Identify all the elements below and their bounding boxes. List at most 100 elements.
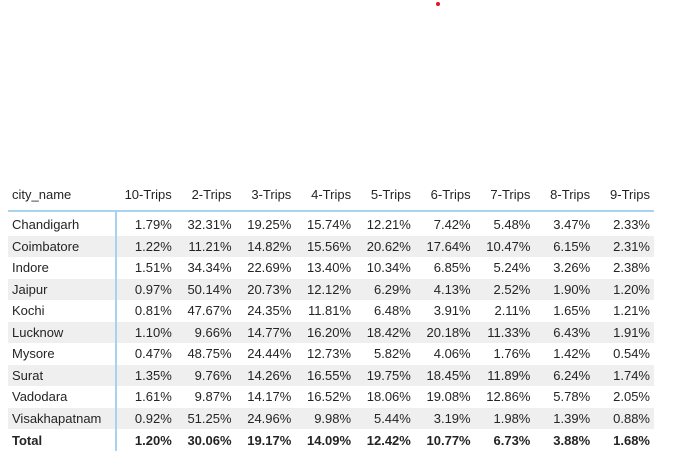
table-cell[interactable]: 24.96% — [235, 407, 296, 429]
table-cell[interactable]: 11.89% — [474, 364, 535, 386]
row-header-city[interactable]: Chandigarh — [8, 214, 118, 236]
table-cell[interactable]: 11.33% — [474, 321, 535, 343]
table-cell[interactable]: 2.33% — [613, 217, 650, 233]
table-cell[interactable]: 50.14% — [175, 278, 236, 300]
table-cell[interactable]: 51.25% — [175, 407, 236, 429]
row-header-city[interactable]: Visakhapatnam — [8, 407, 118, 429]
table-cell[interactable]: 6.85% — [433, 260, 471, 276]
table-cell[interactable]: 5.24% — [493, 260, 531, 276]
total-cell[interactable]: 1.68% — [613, 432, 650, 448]
table-cell[interactable]: 5.48% — [493, 217, 531, 233]
table-cell[interactable]: 5.82% — [373, 346, 411, 362]
column-header-6-trips[interactable]: 6-Trips — [414, 178, 475, 212]
row-header-city[interactable]: Kochi — [8, 300, 118, 322]
table-cell[interactable]: 20.62% — [355, 235, 415, 257]
row-header-city[interactable]: Coimbatore — [8, 235, 118, 257]
total-cell[interactable]: 12.42% — [366, 432, 411, 448]
table-cell[interactable]: 4.06% — [433, 346, 471, 362]
table-cell[interactable]: 2.05% — [613, 389, 650, 405]
table-cell[interactable]: 12.12% — [295, 278, 356, 300]
table-row[interactable]: Surat 1.35% 9.76% 14.26% 16.55% 19.75% 18.45% 1… — [8, 364, 654, 386]
table-cell[interactable]: 1.74% — [594, 364, 654, 386]
total-cell[interactable]: 19.17% — [247, 432, 292, 448]
table-cell[interactable]: 0.47% — [134, 346, 172, 362]
table-cell[interactable]: 18.06% — [366, 389, 411, 405]
table-cell[interactable]: 3.26% — [553, 260, 591, 276]
row-header-city[interactable]: Indore — [8, 257, 118, 279]
table-cell[interactable]: 20.18% — [414, 321, 475, 343]
table-cell[interactable]: 17.64% — [414, 235, 475, 257]
total-cell[interactable]: 10.77% — [426, 432, 471, 448]
table-cell[interactable]: 6.24% — [534, 364, 595, 386]
table-cell[interactable]: 10.47% — [474, 235, 535, 257]
table-cell[interactable]: 1.51% — [134, 260, 172, 276]
total-row[interactable]: Total 1.20% 30.06% 19.17% 14.09% 12.42% 10.77%… — [8, 429, 654, 451]
table-cell[interactable]: 14.17% — [247, 389, 292, 405]
table-cell[interactable]: 1.90% — [534, 278, 595, 300]
table-cell[interactable]: 1.61% — [134, 389, 172, 405]
table-cell[interactable]: 2.38% — [613, 260, 650, 276]
row-header-city[interactable]: Jaipur — [8, 278, 118, 300]
table-cell[interactable]: 24.35% — [247, 303, 292, 319]
table-cell[interactable]: 13.40% — [306, 260, 352, 276]
table-cell[interactable]: 0.88% — [594, 407, 654, 429]
table-cell[interactable]: 12.86% — [486, 389, 531, 405]
table-cell[interactable]: 3.19% — [414, 407, 475, 429]
table-row[interactable]: Kochi 0.81% 47.67% 24.35% 11.81% 6.48% 3.91% 2.… — [8, 300, 654, 322]
table-cell[interactable]: 12.73% — [306, 346, 352, 362]
table-cell[interactable]: 18.42% — [355, 321, 415, 343]
table-row[interactable]: Indore 1.51% 34.34% 22.69% 13.40% 10.34% 6.85%… — [8, 257, 654, 279]
table-cell[interactable]: 0.97% — [116, 278, 176, 300]
table-cell[interactable]: 9.98% — [295, 407, 356, 429]
table-cell[interactable]: 16.52% — [306, 389, 352, 405]
row-header-city[interactable]: Lucknow — [8, 321, 118, 343]
column-header-7-trips[interactable]: 7-Trips — [474, 178, 535, 212]
column-header-9-trips[interactable]: 9-Trips — [594, 178, 654, 212]
table-row[interactable]: Chandigarh 1.79% 32.31% 19.25% 15.74% 12.21% 7… — [8, 214, 654, 236]
table-cell[interactable]: 16.55% — [295, 364, 356, 386]
table-cell[interactable]: 1.91% — [594, 321, 654, 343]
table-cell[interactable]: 0.81% — [134, 303, 172, 319]
table-row[interactable]: Jaipur 0.97% 50.14% 20.73% 12.12% 6.29% 4.13% 2… — [8, 278, 654, 300]
table-cell[interactable]: 6.29% — [355, 278, 415, 300]
table-cell[interactable]: 3.47% — [553, 217, 591, 233]
row-header-city[interactable]: Surat — [8, 364, 118, 386]
table-cell[interactable]: 5.44% — [355, 407, 415, 429]
table-cell[interactable]: 19.75% — [355, 364, 415, 386]
table-cell[interactable]: 9.87% — [194, 389, 232, 405]
table-cell[interactable]: 19.25% — [247, 217, 292, 233]
table-row[interactable]: Mysore 0.47% 48.75% 24.44% 12.73% 5.82% 4.06% 1… — [8, 343, 654, 365]
table-cell[interactable]: 1.42% — [553, 346, 591, 362]
table-row[interactable]: Coimbatore 1.22% 11.21% 14.82% 15.56% 20.62% 1… — [8, 235, 654, 257]
table-cell[interactable]: 14.77% — [235, 321, 296, 343]
table-cell[interactable]: 6.48% — [373, 303, 411, 319]
column-header-10-trips[interactable]: 10-Trips — [116, 178, 176, 212]
table-cell[interactable]: 24.44% — [247, 346, 292, 362]
table-cell[interactable]: 15.74% — [306, 217, 352, 233]
table-cell[interactable]: 2.52% — [474, 278, 535, 300]
table-cell[interactable]: 0.92% — [116, 407, 176, 429]
table-cell[interactable]: 32.31% — [187, 217, 232, 233]
table-cell[interactable]: 1.79% — [134, 217, 172, 233]
table-cell[interactable]: 22.69% — [247, 260, 292, 276]
table-cell[interactable]: 34.34% — [187, 260, 232, 276]
table-row[interactable]: Lucknow 1.10% 9.66% 14.77% 16.20% 18.42% 20.18… — [8, 321, 654, 343]
table-cell[interactable]: 15.56% — [295, 235, 356, 257]
table-row[interactable]: Vadodara 1.61% 9.87% 14.17% 16.52% 18.06% 19.0… — [8, 386, 654, 408]
column-header-city-name[interactable]: city_name — [8, 178, 117, 212]
table-cell[interactable]: 14.26% — [235, 364, 296, 386]
total-cell[interactable]: 1.20% — [134, 432, 172, 448]
table-cell[interactable]: 4.13% — [414, 278, 475, 300]
table-cell[interactable]: 2.31% — [594, 235, 654, 257]
table-cell[interactable]: 18.45% — [414, 364, 475, 386]
table-cell[interactable]: 2.11% — [494, 303, 531, 319]
row-header-city[interactable]: Mysore — [8, 343, 118, 365]
total-cell[interactable]: 6.73% — [493, 432, 531, 448]
column-header-5-trips[interactable]: 5-Trips — [355, 178, 415, 212]
table-cell[interactable]: 19.08% — [426, 389, 471, 405]
total-cell[interactable]: 14.09% — [306, 432, 352, 448]
table-cell[interactable]: 12.21% — [366, 217, 411, 233]
total-cell[interactable]: 3.88% — [553, 432, 591, 448]
table-cell[interactable]: 1.65% — [553, 303, 591, 319]
table-cell[interactable]: 1.35% — [116, 364, 176, 386]
